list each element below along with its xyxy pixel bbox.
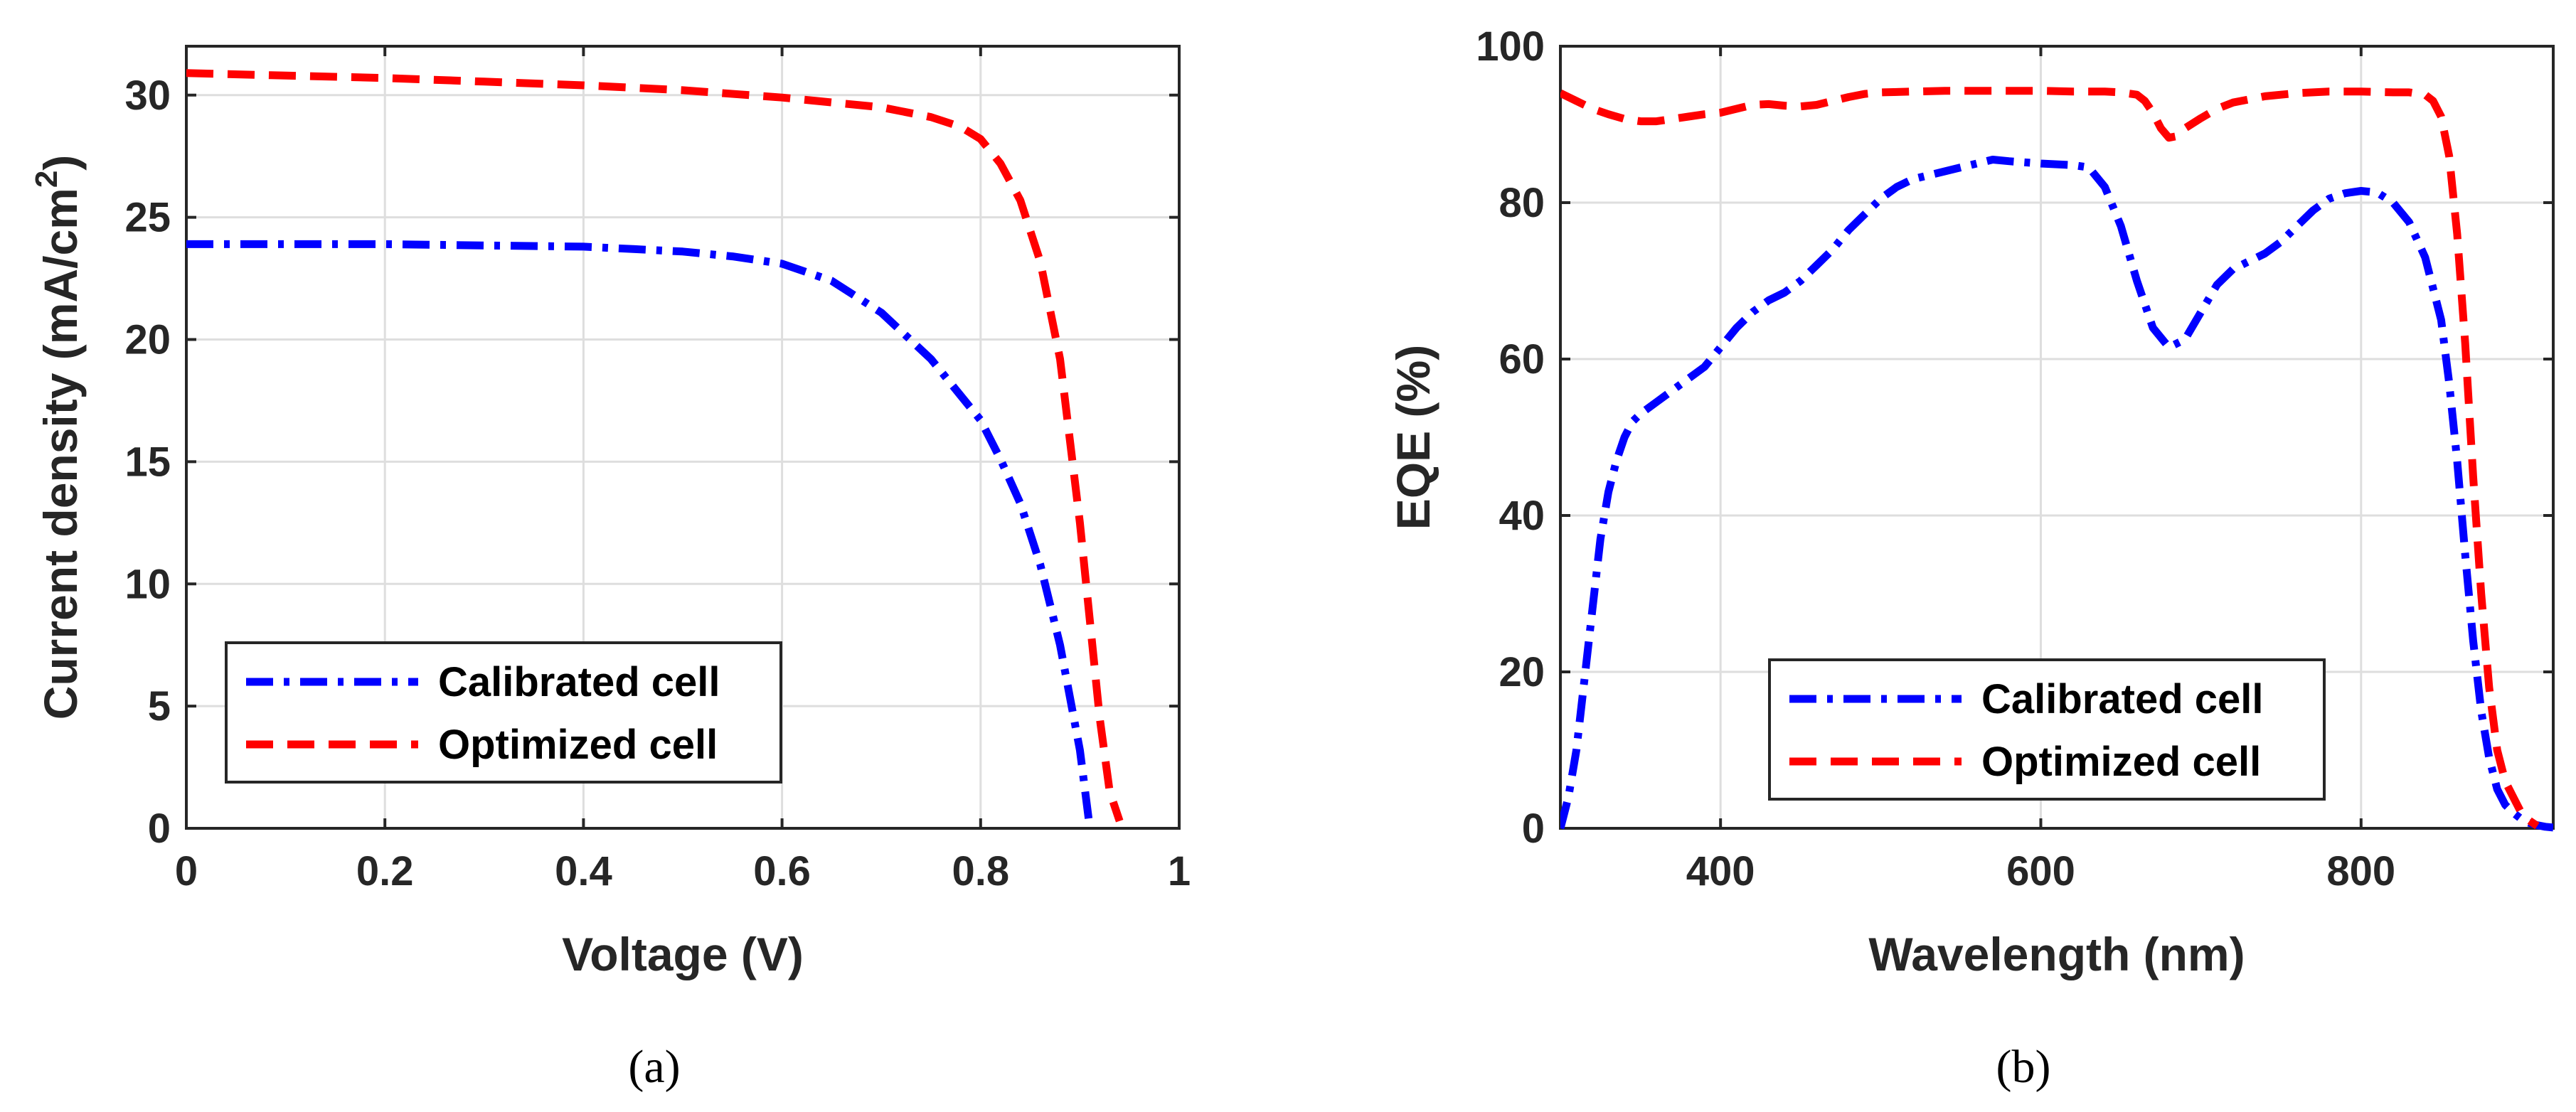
x-tick-label: 800 [2326,848,2395,894]
x-tick-label: 0 [175,848,198,894]
axes-frame [1559,45,2555,830]
x-tick-label: 0.4 [555,848,612,894]
panel-caption: (b) [1996,1041,2051,1093]
y-tick-label: 25 [124,195,171,241]
x-tick-label: 400 [1686,848,1755,894]
series-line-optimized-cell [186,69,1124,823]
x-tick-label: 0.8 [952,848,1009,894]
x-tick-label: 600 [2006,848,2075,894]
legend: Calibrated cell Optimized cell [225,641,782,784]
y-tick-label: 60 [1499,336,1545,383]
x-tick-label: 1 [1168,848,1191,894]
y-tick-label: 20 [1499,649,1545,695]
y-tick-label: 30 [124,73,171,119]
y-tick-label: 15 [124,439,171,485]
y-tick-label: 10 [124,561,171,607]
y-axis-title: Current density (mA/cm2) [29,155,87,720]
y-tick-label: 40 [1499,493,1545,539]
y-axis-title-main: Current density (mA/cm [34,188,87,720]
legend-label-calibrated-cell: Calibrated cell [1981,676,2263,722]
x-axis-title: Voltage (V) [562,928,804,980]
legend-label-optimized-cell: Optimized cell [1981,739,2261,785]
y-tick-label: 5 [148,683,171,729]
y-axis-title-main: EQE (%) [1387,345,1439,530]
legend: Calibrated cell Optimized cell [1768,658,2326,801]
series-line-calibrated-cell [186,240,1094,829]
y-tick-label: 20 [124,317,171,363]
y-tick-label: 100 [1476,23,1545,70]
x-tick-label: 0.2 [356,848,414,894]
x-axis-title: Wavelength (nm) [1868,928,2245,980]
x-tick-label: 0.6 [753,848,811,894]
legend-label-optimized-cell: Optimized cell [438,722,718,768]
y-axis-title-close: ) [34,155,87,171]
chart-panel-b: 400 600 800 0 20 40 60 80 100 Calibrated cell Opti… [1387,23,2555,1093]
axes-frame [185,45,1181,830]
y-axis-title-superscript: 2 [29,171,64,188]
y-tick-label: 80 [1499,180,1545,226]
panel-caption: (a) [628,1041,680,1093]
legend-box [1768,658,2326,801]
legend-label-calibrated-cell: Calibrated cell [438,659,720,705]
y-tick-label: 0 [148,806,171,852]
y-tick-label: 0 [1522,806,1545,852]
legend-box [225,641,782,784]
series-line-optimized-cell [1560,87,2540,830]
y-axis-title: EQE (%) [1387,345,1439,530]
